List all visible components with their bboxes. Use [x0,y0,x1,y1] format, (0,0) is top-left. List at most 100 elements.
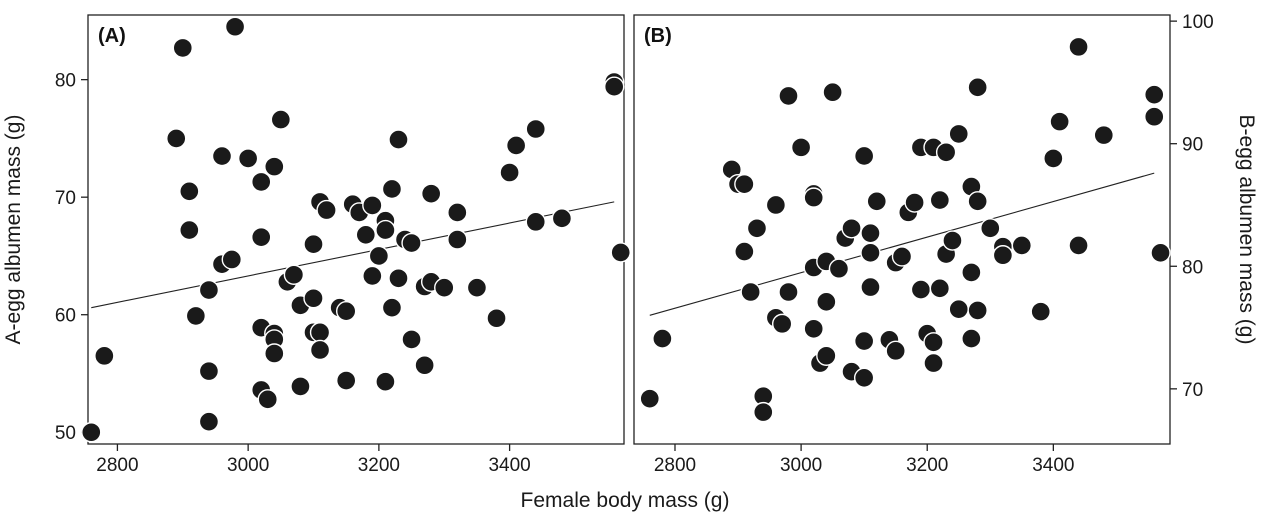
data-point-b [929,189,951,211]
data-point-b [885,340,906,362]
y-tick-label-b: 100 [1182,12,1214,33]
y-tick-label-a: 70 [55,188,76,209]
y-axis-label-a: A-egg albumen mass (g) [2,115,25,345]
data-point-a [505,135,527,156]
data-point-b [841,218,862,239]
data-point-b [778,85,799,107]
x-tick-label-a: 3000 [227,455,269,476]
data-point-b [904,192,925,213]
data-point-a [388,129,409,150]
data-point-a [525,211,546,233]
data-point-b [992,245,1014,266]
data-point-b [1011,235,1033,256]
data-point-b [746,218,768,239]
data-point-a [499,162,520,183]
data-point-a [362,265,383,287]
data-point-b [923,332,944,353]
data-point-b [790,137,812,158]
data-point-b [948,123,969,145]
panel-label-b: (B) [644,25,672,47]
data-point-a [198,411,220,432]
data-point-a [368,245,390,267]
data-point-a [185,305,207,327]
data-point-b [803,318,824,339]
data-point-b [866,191,887,212]
y-tick-label-a: 60 [55,306,76,327]
data-point-a [198,279,220,301]
data-point-b [853,330,875,352]
data-point-b [1068,235,1089,256]
x-tick-label-a: 3400 [488,455,530,476]
data-point-a [179,181,200,202]
data-point-b [942,230,963,251]
data-point-b [816,291,837,313]
x-axis-label: Female body mass (g) [521,489,730,512]
data-point-b [803,187,824,208]
x-tick-label-b: 3400 [1032,455,1074,476]
data-point-a [466,277,488,298]
data-point-a [401,232,422,254]
data-point-a [434,277,455,298]
data-point-a [335,370,357,391]
y-tick-label-b: 80 [1182,257,1203,278]
data-point-a [81,422,102,443]
y-tick-label-a: 80 [55,71,76,92]
x-tick-label-a: 2800 [96,455,138,476]
data-point-a [486,308,507,329]
data-point-b [753,401,774,423]
data-point-b [853,367,875,389]
data-point-a [303,233,324,255]
data-point-b [980,218,1001,239]
data-point-a [375,371,396,392]
data-point-b [1030,301,1051,322]
data-point-a [264,156,285,177]
y-tick-label-b: 90 [1182,135,1203,156]
data-point-b [734,173,755,195]
data-point-b [961,328,982,349]
data-point-b [891,246,913,267]
data-point-a [381,297,403,318]
data-point-a [211,145,233,167]
data-point-a [303,288,324,309]
data-point-b [765,194,787,216]
y-tick-label-a: 50 [55,423,76,444]
data-point-b [1049,111,1070,132]
data-point-a [264,343,285,364]
data-point-a [525,118,546,140]
data-point-b [771,313,793,335]
data-point-b [961,262,982,283]
data-point-a [290,376,311,397]
data-point-b [639,388,660,409]
data-point-a [375,219,396,241]
data-point-a [388,268,409,289]
data-point-b [1150,242,1171,263]
data-point-b [1093,124,1114,146]
data-point-b [778,281,799,303]
x-tick-label-b: 2800 [654,455,696,476]
data-point-a [251,226,272,248]
y-axis-label-b: B-egg albumen mass (g) [1235,115,1258,345]
data-point-b [923,352,944,374]
data-point-a [257,389,278,410]
data-point-b [816,345,837,366]
data-point-a [362,195,383,216]
data-point-a [179,219,200,241]
data-point-a [166,128,187,149]
data-point-a [198,360,220,382]
data-point-a [283,264,305,285]
data-point-b [1068,36,1089,58]
regression-line-b [649,172,1155,316]
data-point-a [381,178,403,200]
data-point-b [853,145,875,167]
data-point-b [860,222,881,244]
data-point-a [309,339,331,361]
data-point-b [1144,84,1165,105]
data-point-a [251,171,272,193]
y-tick-label-b: 70 [1182,380,1203,401]
x-tick-label-a: 3200 [358,455,400,476]
data-point-a [335,300,357,322]
panel-b-scatter: 2800 3000 3200 3400 70 80 90 100 B-egg albumen m… [633,12,1258,476]
panel-a-frame [87,14,625,445]
data-point-b [967,300,988,321]
